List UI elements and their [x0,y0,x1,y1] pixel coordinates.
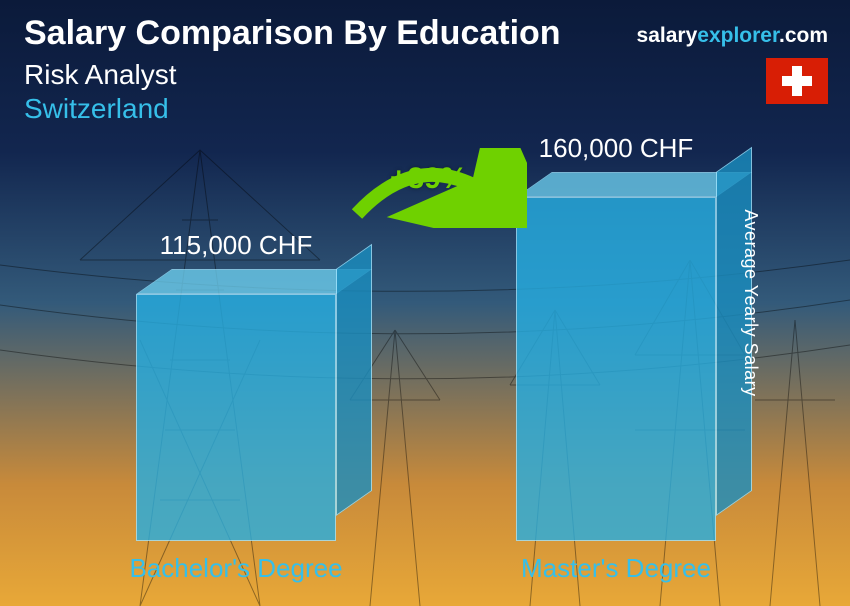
subtitle: Risk Analyst [24,59,561,91]
increase-arrow-icon [342,148,527,228]
bar-label: Bachelor's Degree [118,553,354,584]
title: Salary Comparison By Education [24,14,561,53]
bar-label: Master's Degree [498,553,734,584]
bar-value: 160,000 CHF [498,133,734,164]
bar [136,269,336,541]
brand-logo: salaryexplorer.com [637,24,828,48]
brand-part2: explorer [697,24,779,47]
switzerland-flag-icon [766,58,828,109]
bar [516,172,716,541]
y-axis-label: Average Yearly Salary [740,209,761,396]
brand-part3: .com [779,24,828,47]
header-block: Salary Comparison By Education Risk Anal… [24,14,561,125]
bar-group: 115,000 CHF Bachelor's Degree [118,230,354,584]
country: Switzerland [24,93,561,125]
bar-value: 115,000 CHF [118,230,354,261]
brand-part1: salary [637,24,698,47]
bar-group: 160,000 CHF Master's Degree [498,133,734,584]
